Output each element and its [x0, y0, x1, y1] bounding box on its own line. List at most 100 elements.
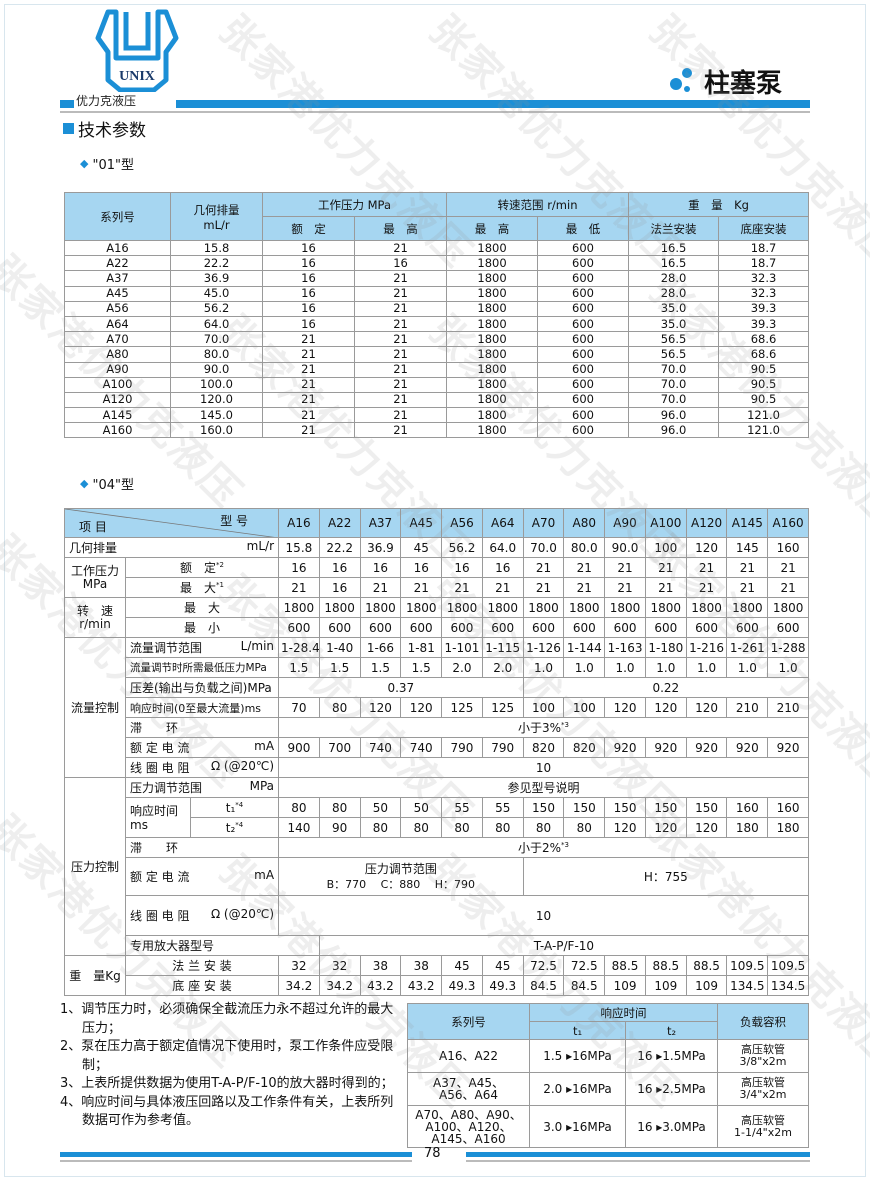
value-cell: 21	[644, 577, 687, 598]
value-cell: 1800	[446, 285, 539, 302]
value-cell: 145.0	[170, 407, 263, 424]
table-row: A70、A80、A90、 A100、A120、 A145、A160 3.0 ▸16…	[407, 1105, 809, 1148]
value-cell: 16.5	[628, 239, 720, 257]
value-cell: 600	[537, 239, 630, 257]
diamond-icon: ◆	[80, 157, 89, 170]
value-cell: 1-261	[726, 637, 769, 658]
value-cell: 920	[644, 737, 687, 758]
value-cell: 21	[441, 577, 483, 598]
header-displacement-label: 几何排量	[193, 202, 240, 217]
value-cell: 压力调节范围 B：770 C：880 H：790	[278, 857, 524, 896]
row-unit: MPa	[249, 779, 275, 793]
value-cell: 600	[537, 376, 630, 393]
value-cell: 1800	[400, 597, 443, 618]
row-label: 流量调节范围	[130, 641, 203, 655]
model-header: A80	[563, 508, 606, 538]
value-cell: 21	[767, 557, 809, 578]
header-series: 系列号	[407, 1003, 530, 1040]
value-cell: 160	[726, 797, 769, 818]
value-cell: 140	[278, 817, 320, 838]
t1-cell: 2.0 ▸16MPa	[529, 1072, 626, 1106]
weight-label: 重 量Kg	[64, 955, 126, 996]
table-row: 流量控制 流量调节范围 L/min 1-28.4 1-40 1-66 1-81 1-101 1-…	[64, 637, 809, 778]
value-cell: 64.0	[170, 315, 263, 333]
value-cell: 16	[262, 315, 355, 333]
value-cell: 16	[262, 239, 355, 257]
table-row: A16 15.8 16 21 1800 600 16.5 18.7	[64, 239, 810, 257]
series-cell: A100	[64, 376, 171, 393]
header-rule	[176, 100, 810, 108]
table-row: A160 160.0 21 21 1800 600 96.0 121.0	[64, 422, 810, 439]
value-cell: 150	[604, 797, 646, 818]
table-row: A120 120.0 21 21 1800 600 70.0 90.5	[64, 391, 810, 409]
value-cell: 1.0	[644, 657, 687, 678]
series-cell: A80	[64, 346, 171, 363]
header-t2: t₂	[625, 1021, 718, 1040]
note-item: 2、泵在压力高于额定值情况下使用时，泵工作条件应受限制；	[60, 1039, 394, 1073]
value-cell: 125	[481, 697, 524, 718]
value-cell: 120	[604, 817, 646, 838]
value-cell: 600	[604, 617, 646, 638]
value-cell: 88.5	[685, 955, 728, 976]
series-cell: A145	[64, 407, 171, 424]
value-cell: 1800	[446, 239, 539, 257]
value-cell: 90.5	[718, 391, 810, 409]
load-cell: 高压软管 1-1/4"x2m	[717, 1105, 809, 1148]
value-cell: 600	[537, 285, 630, 302]
value-cell: 21	[353, 285, 448, 302]
table-row: 压力控制 压力调节范围 MPa 参见型号说明	[64, 777, 809, 956]
series-cell: A37	[64, 270, 171, 287]
value-cell: 1800	[644, 597, 687, 618]
value-cell: 1800	[481, 597, 524, 618]
value-cell: 210	[767, 697, 809, 718]
value-cell: 80	[318, 797, 361, 818]
value-cell: 50	[359, 797, 402, 818]
value-cell: 1800	[563, 597, 606, 618]
value-cell: 21	[262, 331, 355, 348]
value-cell: 21	[400, 577, 443, 598]
table-row: A37、A45、 A56、A64 2.0 ▸16MPa 16 ▸2.5MPa 高压软管…	[407, 1072, 809, 1106]
value-cell: 1-288	[767, 637, 809, 658]
value-cell: 600	[537, 300, 630, 317]
value-cell: 1-144	[563, 637, 606, 658]
value-cell: 600	[644, 617, 687, 638]
value-cell: 90.0	[170, 361, 263, 378]
pressure-hysteresis-label: 滞 环	[124, 837, 280, 858]
value-cell: 150	[522, 797, 565, 818]
value-cell: 21	[262, 407, 355, 424]
value-cell: 1800	[446, 422, 539, 439]
displacement-label: 几何排量 mL/r	[63, 537, 280, 558]
corner-bottom-label: 项 目	[79, 520, 107, 534]
value-cell: 21	[353, 300, 448, 317]
page-title-text: 柱塞泵	[703, 69, 782, 99]
value-cell: 600	[537, 407, 630, 424]
flow-coil-label: 线 圈 电 阻 Ω (@20℃)	[124, 757, 280, 778]
table-row: 压差(输出与负载之间)MPa 0.37 0.22	[65, 677, 809, 698]
page-number: 78	[424, 1146, 441, 1161]
value-cell: 1800	[446, 346, 539, 363]
row-label: 几何排量	[69, 541, 118, 555]
value-cell: 小于3%*3	[278, 717, 809, 738]
value-cell: 28.0	[628, 285, 720, 302]
notes: 1、调节压力时，必须确保全截流压力永不超过允许的最大压力； 2、泵在压力高于额定…	[60, 1001, 400, 1131]
model-header: A70	[522, 508, 565, 538]
table-row: 型 号 项 目 A16 A22 A37 A45 A56 A64 A70 A80 A90 A100 A12…	[63, 508, 809, 538]
diamond-icon: ◆	[80, 477, 89, 490]
model-header: A145	[726, 508, 769, 538]
value-cell: 2.0	[481, 657, 524, 678]
value-cell: 600	[537, 315, 630, 333]
value-cell: 1.0	[685, 657, 728, 678]
row-label: 压力调节范围	[130, 781, 203, 795]
value-cell: 820	[563, 737, 606, 758]
flow-range-label: 流量调节范围 L/min	[124, 637, 280, 658]
table-row: A90 90.0 21 21 1800 600 70.0 90.5	[64, 361, 810, 378]
value-cell: T-A-P/F-10	[318, 935, 809, 956]
model-header: A22	[318, 508, 361, 538]
value-cell: 16	[441, 557, 483, 578]
value-cell: 120	[644, 817, 687, 838]
value-cell: 80	[278, 797, 320, 818]
value-cell: 32.3	[718, 285, 810, 302]
table-row: 转 速 r/min 最 大 1800 1800 1800 1800 1800 1800 1800…	[64, 597, 809, 638]
value-cell: 55	[481, 797, 524, 818]
value-cell: 55	[441, 797, 483, 818]
